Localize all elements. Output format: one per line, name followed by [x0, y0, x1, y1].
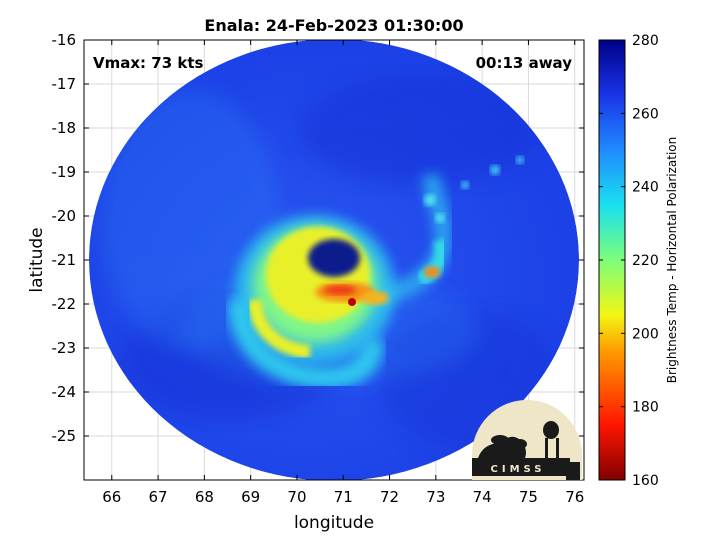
x-axis-ticks: 66 67 68 69 70 71 72 73 74 75 76 [102, 40, 584, 506]
x-tick-label: 73 [426, 488, 445, 506]
cimss-logo: CIMSS [472, 400, 582, 480]
x-tick-label: 75 [519, 488, 538, 506]
x-tick-label: 67 [149, 488, 168, 506]
x-tick-label: 71 [334, 488, 353, 506]
x-tick-label: 72 [380, 488, 399, 506]
y-tick-label: -22 [52, 295, 77, 313]
colorbar-ticks: 160 180 200 220 240 260 280 [599, 33, 659, 489]
y-tick-label: -23 [52, 339, 77, 357]
y-tick-label: -19 [52, 163, 77, 181]
x-tick-label: 69 [241, 488, 260, 506]
colorbar-label: Brightness Temp - Horizontal Polarizatio… [665, 137, 679, 384]
x-tick-label: 66 [102, 488, 121, 506]
y-tick-label: -24 [52, 383, 77, 401]
microwave-swath [89, 40, 579, 480]
y-axis-ticks: -16 -17 -18 -19 -20 -21 -22 -23 -24 -25 [52, 31, 584, 445]
x-tick-label: 68 [195, 488, 214, 506]
colorbar-tick-label: 160 [632, 473, 659, 489]
y-tick-label: -17 [52, 75, 77, 93]
y-tick-label: -18 [52, 119, 77, 137]
colorbar-tick-label: 240 [632, 180, 659, 196]
colorbar-tick-label: 200 [632, 326, 659, 342]
chart-title: Enala: 24-Feb-2023 01:30:00 [204, 16, 463, 35]
colorbar-tick-label: 260 [632, 106, 659, 122]
y-axis-label: latitude [27, 227, 47, 292]
vmax-annotation: Vmax: 73 kts [93, 54, 203, 72]
x-axis-label: longitude [294, 513, 374, 533]
colorbar: 160 180 200 220 240 260 280 Brightness Temp - … [598, 33, 679, 489]
x-tick-label: 74 [473, 488, 492, 506]
logo-wordmark: CIMSS [491, 464, 546, 475]
colorbar-tick-label: 220 [632, 253, 659, 269]
colorbar-tick-label: 180 [632, 400, 659, 416]
y-tick-label: -21 [52, 251, 77, 269]
time-offset-annotation: 00:13 away [476, 54, 573, 72]
colorbar-gradient [598, 39, 626, 481]
y-tick-label: -25 [52, 427, 77, 445]
colorbar-tick-label: 280 [632, 33, 659, 49]
y-tick-label: -16 [52, 31, 77, 49]
y-tick-label: -20 [52, 207, 77, 225]
x-tick-label: 70 [287, 488, 306, 506]
x-tick-label: 76 [565, 488, 584, 506]
